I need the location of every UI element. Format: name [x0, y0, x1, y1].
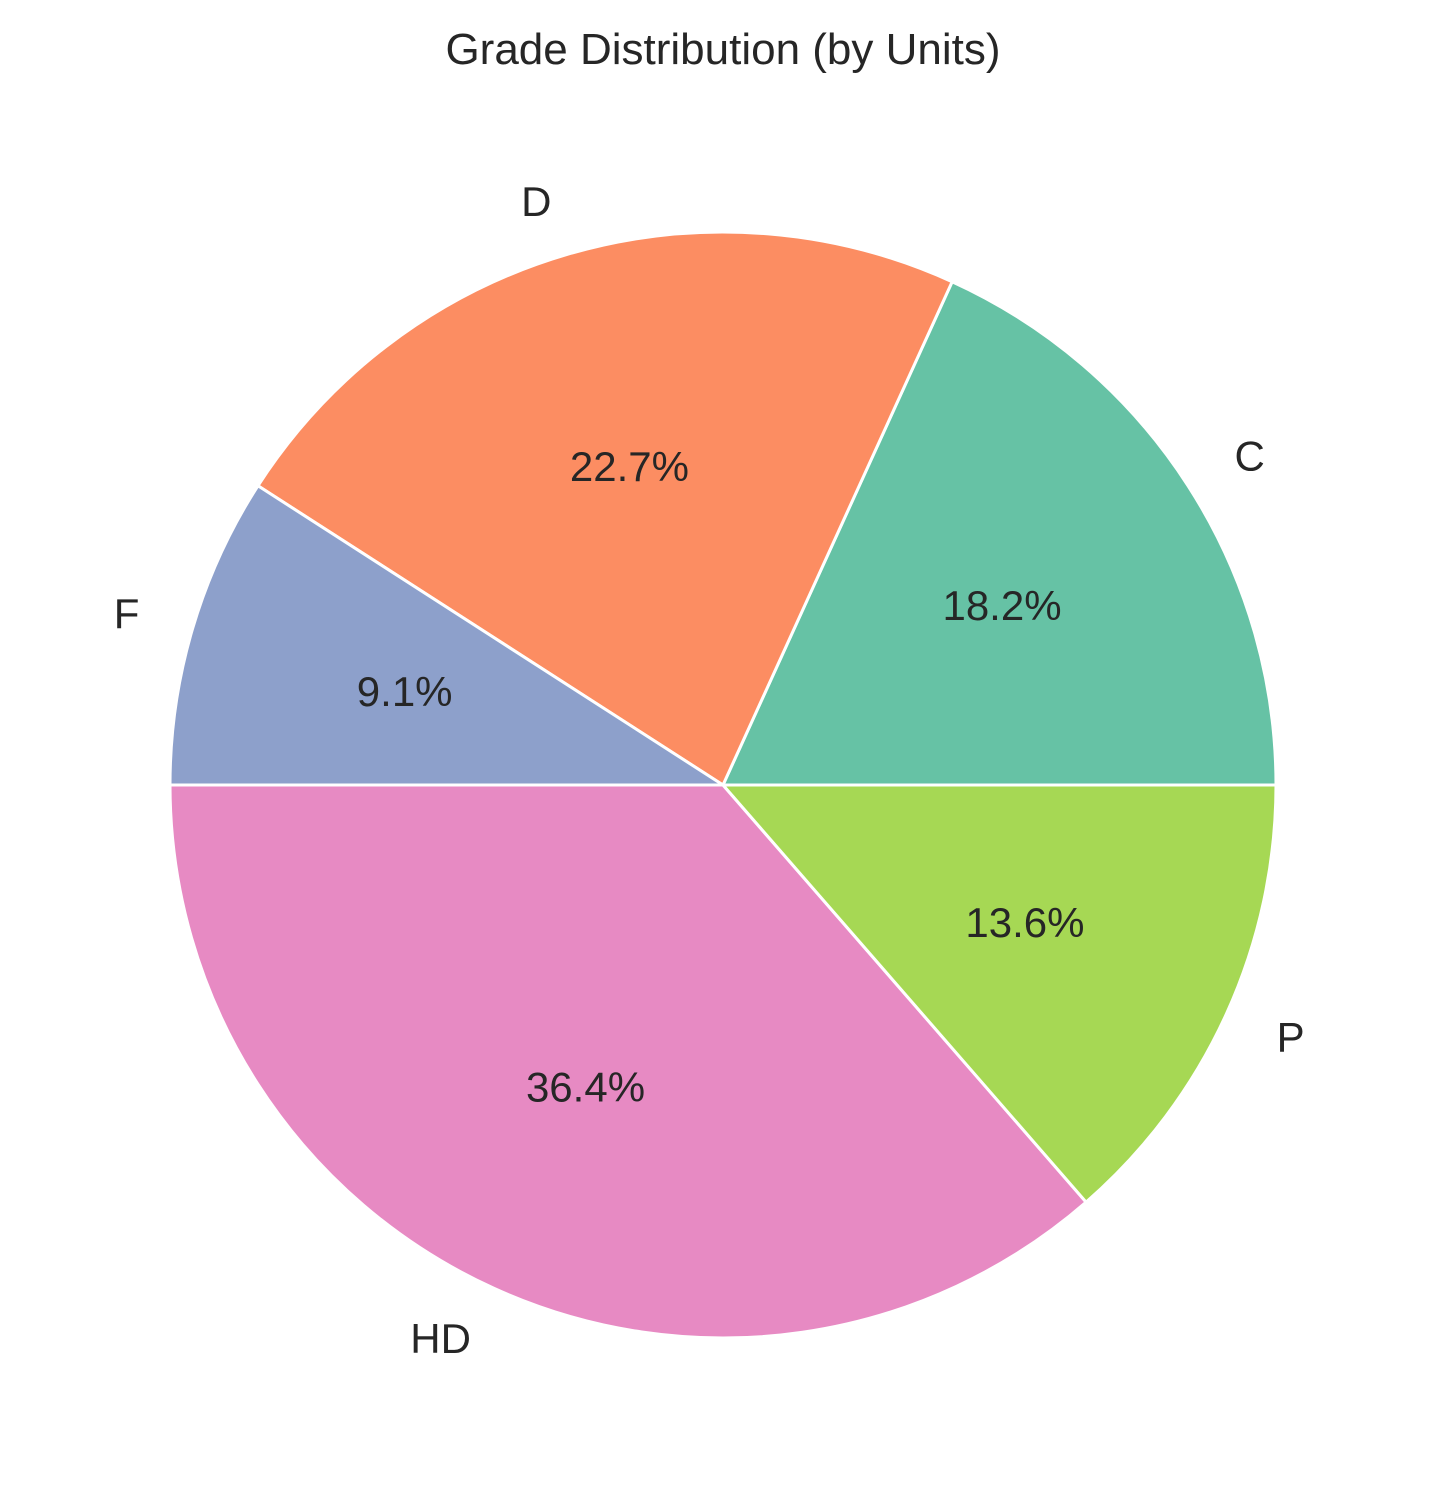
pie-slice-c: [721, 280, 1278, 787]
percent-label-c: 18.2%: [942, 582, 1061, 629]
pie-slice-d: [256, 230, 954, 787]
slice-label-hd: HD: [410, 1315, 471, 1362]
pie-slice-p: [721, 783, 1278, 1204]
chart-title: Grade Distribution (by Units): [445, 25, 1001, 74]
slice-label-p: P: [1277, 1014, 1305, 1061]
pie-slice-f: [168, 484, 725, 787]
pie-slice-hd: [168, 783, 1088, 1340]
percent-label-hd: 36.4%: [526, 1063, 645, 1110]
slice-label-d: D: [521, 178, 551, 225]
slice-label-f: F: [114, 590, 140, 637]
percent-label-d: 22.7%: [570, 443, 689, 490]
slice-label-c: C: [1235, 432, 1265, 479]
percent-label-f: 9.1%: [357, 668, 453, 715]
percent-label-p: 13.6%: [965, 899, 1084, 946]
